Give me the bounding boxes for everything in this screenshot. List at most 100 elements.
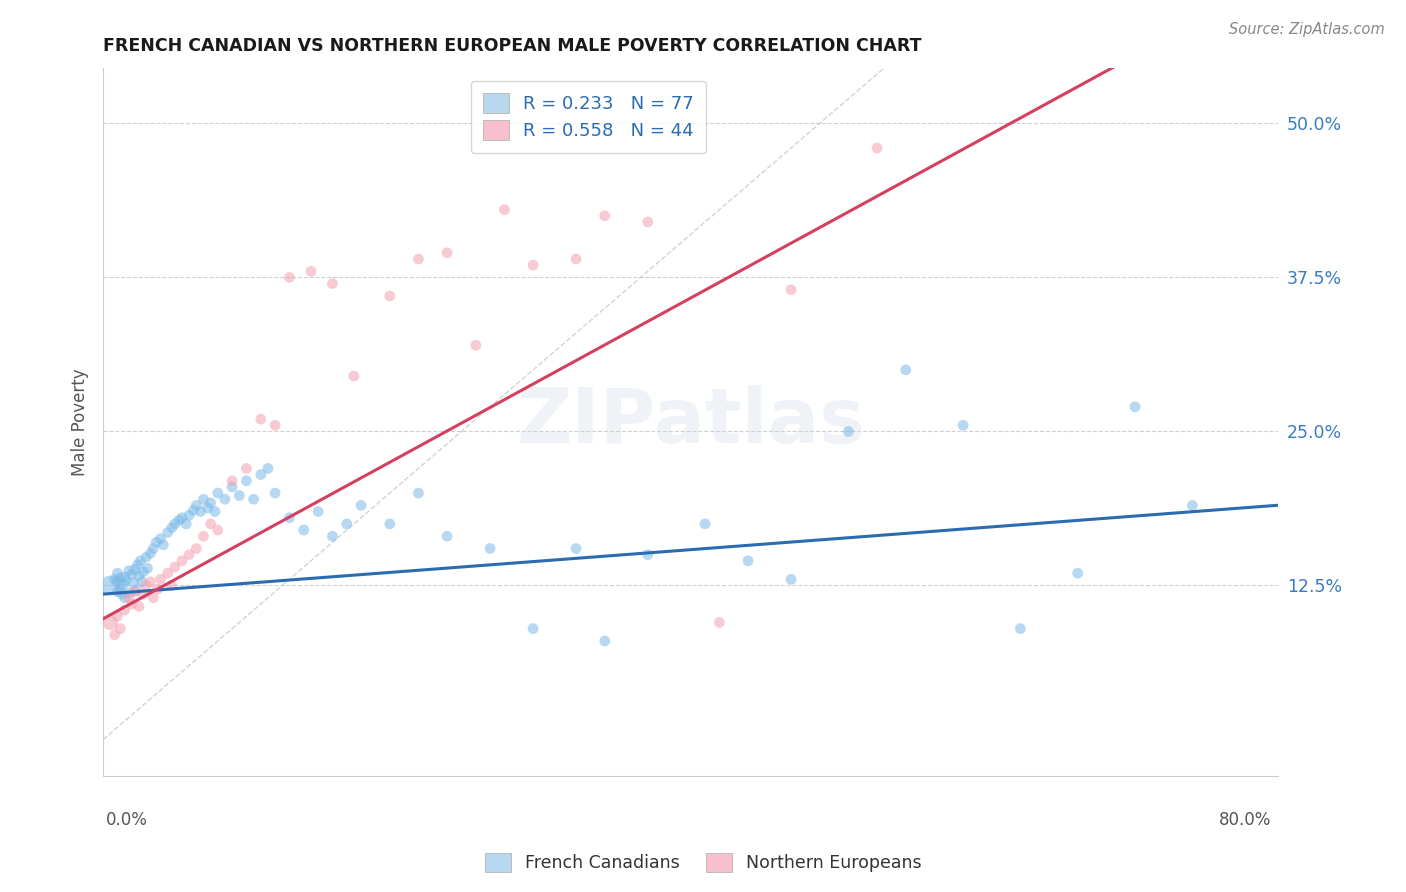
Point: [124, 584, 146, 599]
Point: [1010, 622, 1032, 636]
Point: [264, 486, 287, 500]
Point: [343, 369, 366, 384]
Point: [139, 546, 162, 560]
Point: [132, 587, 155, 601]
Point: [125, 583, 148, 598]
Point: [149, 572, 172, 586]
Point: [110, 622, 132, 636]
Point: [221, 480, 243, 494]
Point: [186, 541, 208, 556]
Point: [179, 548, 201, 562]
Point: [115, 574, 138, 588]
Point: [118, 564, 141, 578]
Point: [139, 574, 162, 589]
Point: [170, 554, 193, 568]
Point: [894, 363, 917, 377]
Point: [221, 474, 243, 488]
Point: [709, 615, 731, 630]
Point: [129, 554, 152, 568]
Point: [837, 425, 859, 439]
Point: [204, 505, 226, 519]
Point: [124, 562, 146, 576]
Point: [637, 215, 659, 229]
Point: [114, 591, 136, 605]
Point: [107, 584, 129, 599]
Point: [299, 264, 322, 278]
Point: [183, 503, 205, 517]
Point: [152, 538, 174, 552]
Point: [479, 541, 502, 556]
Point: [156, 566, 179, 581]
Point: [278, 510, 301, 524]
Point: [135, 578, 157, 592]
Point: [693, 516, 716, 531]
Point: [200, 516, 222, 531]
Y-axis label: Male Poverty: Male Poverty: [72, 368, 89, 476]
Point: [336, 516, 359, 531]
Point: [436, 245, 458, 260]
Point: [494, 202, 516, 217]
Point: [593, 634, 616, 648]
Point: [132, 565, 155, 579]
Point: [160, 578, 183, 592]
Point: [637, 548, 659, 562]
Point: [170, 510, 193, 524]
Point: [321, 529, 343, 543]
Point: [186, 499, 208, 513]
Point: [522, 622, 544, 636]
Point: [436, 529, 458, 543]
Point: [780, 283, 803, 297]
Point: [321, 277, 343, 291]
Point: [235, 461, 257, 475]
Point: [408, 486, 430, 500]
Point: [207, 523, 229, 537]
Point: [780, 572, 803, 586]
Text: ZIPatlas: ZIPatlas: [516, 385, 865, 459]
Point: [378, 516, 401, 531]
Point: [131, 574, 153, 589]
Point: [98, 615, 121, 630]
Point: [146, 582, 169, 597]
Point: [200, 496, 222, 510]
Point: [179, 508, 201, 523]
Point: [163, 560, 186, 574]
Point: [112, 577, 135, 591]
Point: [149, 532, 172, 546]
Point: [278, 270, 301, 285]
Point: [197, 500, 219, 515]
Point: [142, 591, 165, 605]
Point: [193, 529, 215, 543]
Point: [128, 599, 150, 614]
Point: [1123, 400, 1146, 414]
Point: [104, 572, 127, 586]
Point: [114, 570, 136, 584]
Point: [118, 591, 141, 605]
Point: [228, 489, 250, 503]
Point: [522, 258, 544, 272]
Point: [207, 486, 229, 500]
Point: [110, 571, 132, 585]
Point: [952, 418, 974, 433]
Point: [111, 587, 134, 601]
Point: [565, 541, 588, 556]
Point: [214, 492, 236, 507]
Point: [98, 578, 121, 592]
Point: [408, 252, 430, 266]
Point: [593, 209, 616, 223]
Point: [1181, 499, 1204, 513]
Point: [121, 567, 143, 582]
Point: [378, 289, 401, 303]
Point: [110, 582, 132, 597]
Point: [167, 513, 190, 527]
Point: [193, 492, 215, 507]
Point: [145, 535, 167, 549]
Text: 0.0%: 0.0%: [105, 811, 148, 829]
Point: [1066, 566, 1088, 581]
Point: [350, 499, 373, 513]
Point: [142, 541, 165, 556]
Point: [136, 561, 159, 575]
Point: [307, 505, 329, 519]
Point: [135, 550, 157, 565]
Point: [114, 603, 136, 617]
Legend: French Canadians, Northern Europeans: French Canadians, Northern Europeans: [478, 846, 928, 879]
